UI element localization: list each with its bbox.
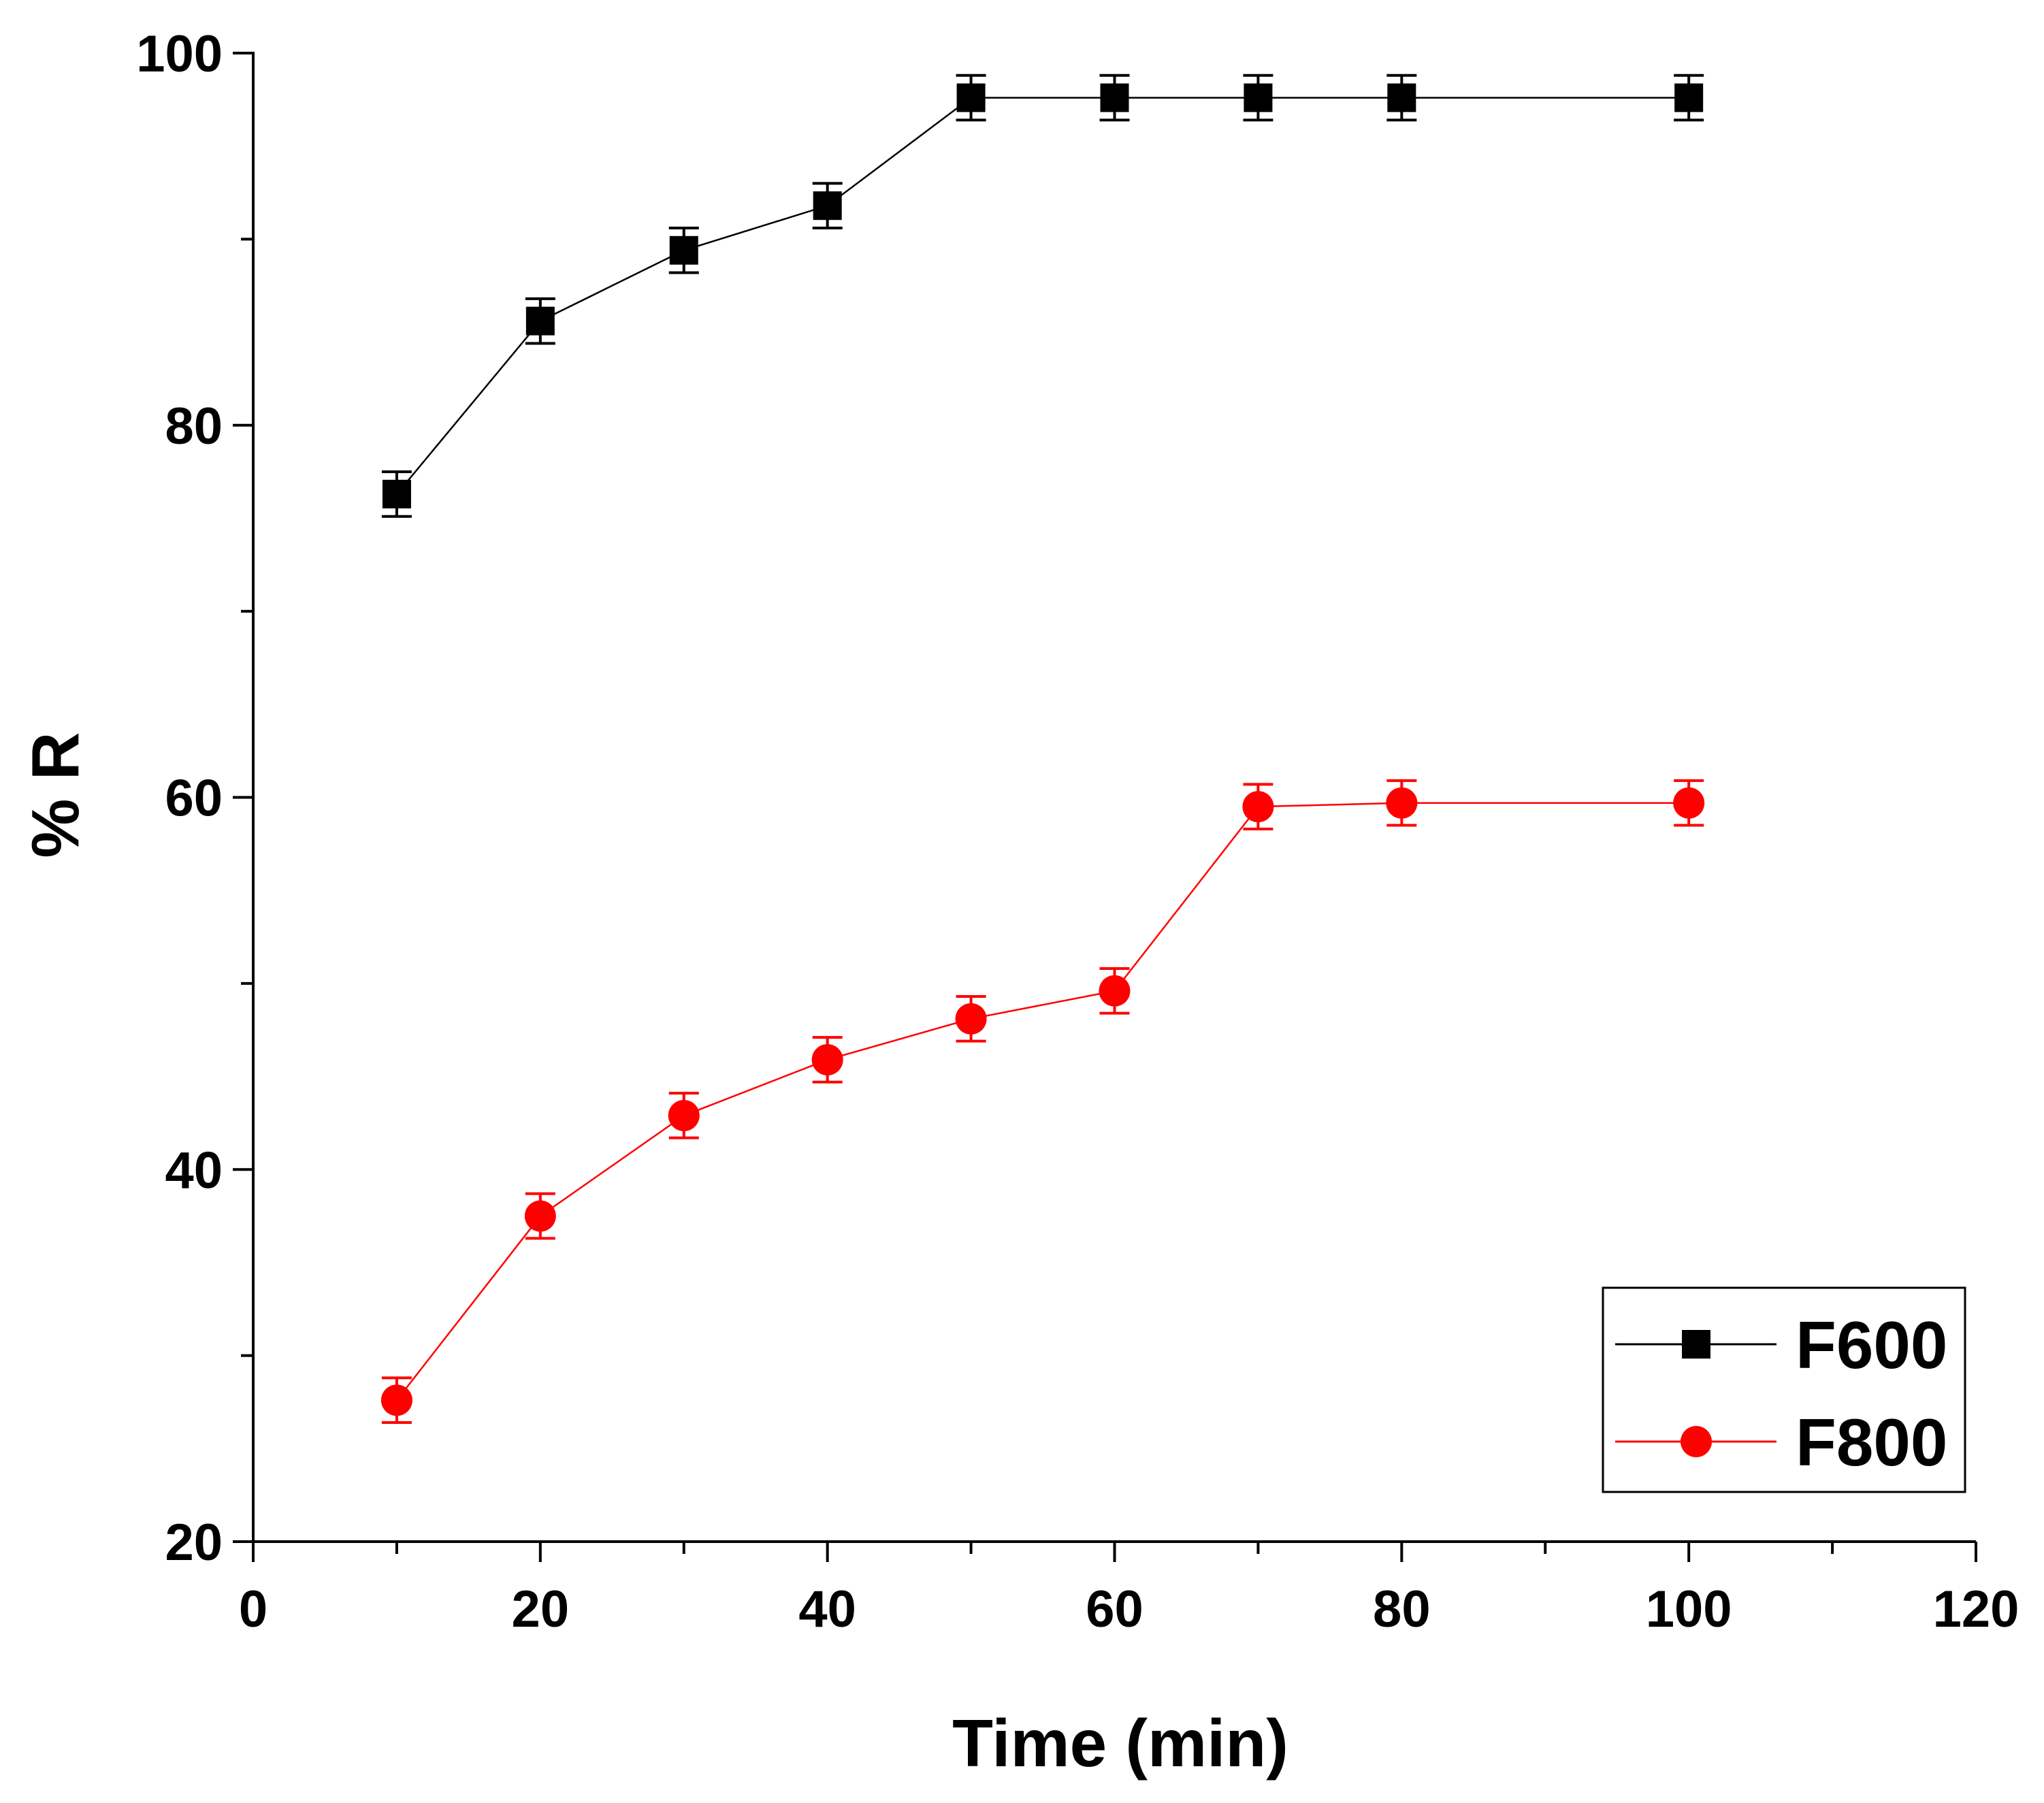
data-point xyxy=(524,1200,556,1232)
data-point xyxy=(1673,787,1705,819)
data-point xyxy=(1674,83,1704,112)
x-tick-label: 100 xyxy=(1646,1580,1732,1638)
y-tick-label: 100 xyxy=(136,25,223,83)
data-point xyxy=(1244,83,1273,112)
legend-item-f800: F800 xyxy=(1615,1405,1947,1480)
data-point xyxy=(382,479,411,508)
y-tick-label: 20 xyxy=(165,1514,223,1572)
y-tick-label: 60 xyxy=(165,770,223,828)
x-tick-label: 40 xyxy=(798,1580,856,1638)
series-line xyxy=(395,97,1689,495)
data-point xyxy=(811,1043,843,1075)
data-point xyxy=(380,1384,412,1416)
x-tick-label: 60 xyxy=(1086,1580,1143,1638)
circle-marker-icon xyxy=(1681,1426,1712,1457)
data-point xyxy=(1100,83,1129,112)
legend-label: F800 xyxy=(1796,1405,1947,1480)
data-point xyxy=(955,1003,987,1035)
data-point xyxy=(669,235,698,265)
legend-box xyxy=(1602,1286,1966,1493)
y-tick-label: 40 xyxy=(165,1141,223,1199)
series-line xyxy=(395,802,1689,1401)
data-point xyxy=(1386,787,1418,819)
series-f600 xyxy=(381,74,1704,518)
data-point xyxy=(1242,791,1274,823)
y-axis-title: % R xyxy=(18,732,93,858)
y-tick-label: 80 xyxy=(165,397,223,455)
legend-label: F600 xyxy=(1796,1307,1947,1382)
x-tick-label: 20 xyxy=(512,1580,570,1638)
x-tick-label: 80 xyxy=(1373,1580,1431,1638)
series-layer xyxy=(380,74,1705,1425)
data-point xyxy=(956,83,986,112)
square-marker-icon xyxy=(1682,1330,1710,1359)
data-point xyxy=(1099,975,1131,1007)
data-point xyxy=(525,306,555,336)
x-tick-label: 0 xyxy=(239,1580,267,1638)
legend: F600 F800 xyxy=(1602,1286,1966,1493)
data-point xyxy=(668,1099,700,1131)
axes: 0 20 40 60 80 100 120 20 40 60 80 100 xyxy=(136,25,2019,1638)
data-point xyxy=(813,191,842,221)
series-f800 xyxy=(380,779,1705,1425)
x-tick-label: 120 xyxy=(1933,1580,2019,1638)
x-axis-title: Time (min) xyxy=(952,1706,1288,1781)
data-point xyxy=(1387,83,1416,112)
legend-item-f600: F600 xyxy=(1615,1307,1947,1382)
